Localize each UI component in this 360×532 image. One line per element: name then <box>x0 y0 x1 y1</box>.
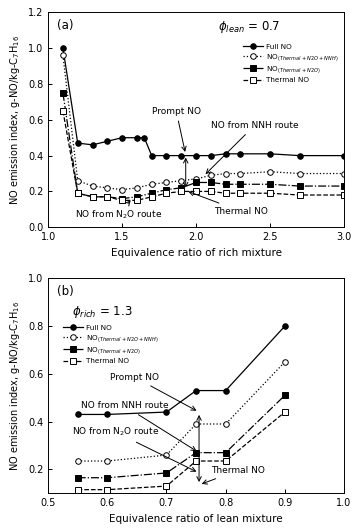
Text: $\phi_{lean}$ = 0.7: $\phi_{lean}$ = 0.7 <box>218 19 280 35</box>
Text: NO from N$_2$O route: NO from N$_2$O route <box>72 426 195 471</box>
Y-axis label: NO emission index, g-NO/kg-C$_7$H$_{16}$: NO emission index, g-NO/kg-C$_7$H$_{16}$ <box>8 301 22 471</box>
Text: NO from N$_2$O route: NO from N$_2$O route <box>75 201 162 221</box>
Text: NO from NNH route: NO from NNH route <box>206 121 298 173</box>
Text: (b): (b) <box>57 285 74 298</box>
Y-axis label: NO emission index, g-NO/kg-C$_7$H$_{16}$: NO emission index, g-NO/kg-C$_7$H$_{16}$ <box>8 35 22 205</box>
Text: Thermal NO: Thermal NO <box>189 192 268 216</box>
Text: Thermal NO: Thermal NO <box>203 466 265 484</box>
X-axis label: Equivalence ratio of lean mixture: Equivalence ratio of lean mixture <box>109 514 283 523</box>
Text: Prompt NO: Prompt NO <box>110 373 195 410</box>
Text: NO from NNH route: NO from NNH route <box>81 402 196 451</box>
Legend: Full NO, NO$_{(Thermal + N2O + NNH)}$, NO$_{(Thermal + N2O)}$, Thermal NO: Full NO, NO$_{(Thermal + N2O + NNH)}$, N… <box>60 323 161 366</box>
X-axis label: Equivalence ratio of rich mixture: Equivalence ratio of rich mixture <box>111 248 282 257</box>
Text: (a): (a) <box>57 19 73 32</box>
Text: Prompt NO: Prompt NO <box>152 106 201 151</box>
Legend: Full NO, NO$_{(Thermal + N2O + NNH)}$, NO$_{(Thermal + N2O)}$, Thermal NO: Full NO, NO$_{(Thermal + N2O + NNH)}$, N… <box>240 41 341 85</box>
Text: $\phi_{rich}$ = 1.3: $\phi_{rich}$ = 1.3 <box>72 304 132 320</box>
